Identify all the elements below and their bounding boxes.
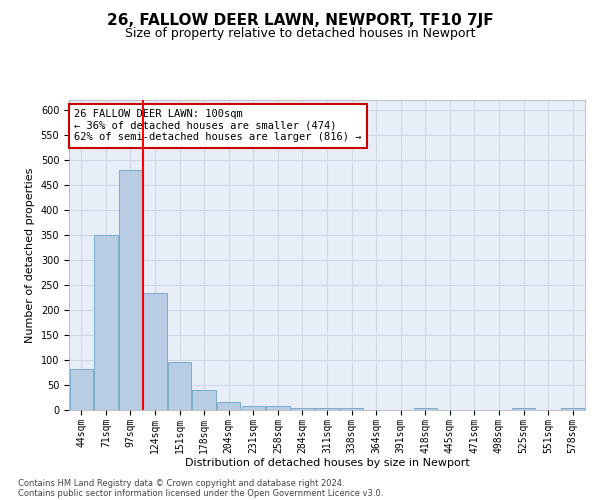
X-axis label: Distribution of detached houses by size in Newport: Distribution of detached houses by size … (185, 458, 469, 468)
Text: Size of property relative to detached houses in Newport: Size of property relative to detached ho… (125, 28, 475, 40)
Bar (316, 408, 338, 410)
Bar (119, 170, 142, 410)
Bar (512, 408, 535, 410)
Text: 26, FALLOW DEER LAWN, NEWPORT, TF10 7JF: 26, FALLOW DEER LAWN, NEWPORT, TF10 7JF (107, 12, 493, 28)
Bar (413, 408, 437, 410)
Bar (242, 406, 265, 410)
Text: Contains public sector information licensed under the Open Government Licence v3: Contains public sector information licen… (18, 488, 383, 498)
Bar (217, 402, 241, 410)
Bar (70, 369, 93, 410)
Bar (561, 408, 584, 410)
Bar (340, 408, 363, 410)
Y-axis label: Number of detached properties: Number of detached properties (25, 168, 35, 342)
Bar (143, 292, 167, 410)
Bar (94, 235, 118, 410)
Bar (193, 390, 216, 410)
Text: 26 FALLOW DEER LAWN: 100sqm
← 36% of detached houses are smaller (474)
62% of se: 26 FALLOW DEER LAWN: 100sqm ← 36% of det… (74, 110, 362, 142)
Bar (168, 362, 191, 410)
Bar (266, 406, 290, 410)
Bar (291, 408, 314, 410)
Text: Contains HM Land Registry data © Crown copyright and database right 2024.: Contains HM Land Registry data © Crown c… (18, 478, 344, 488)
